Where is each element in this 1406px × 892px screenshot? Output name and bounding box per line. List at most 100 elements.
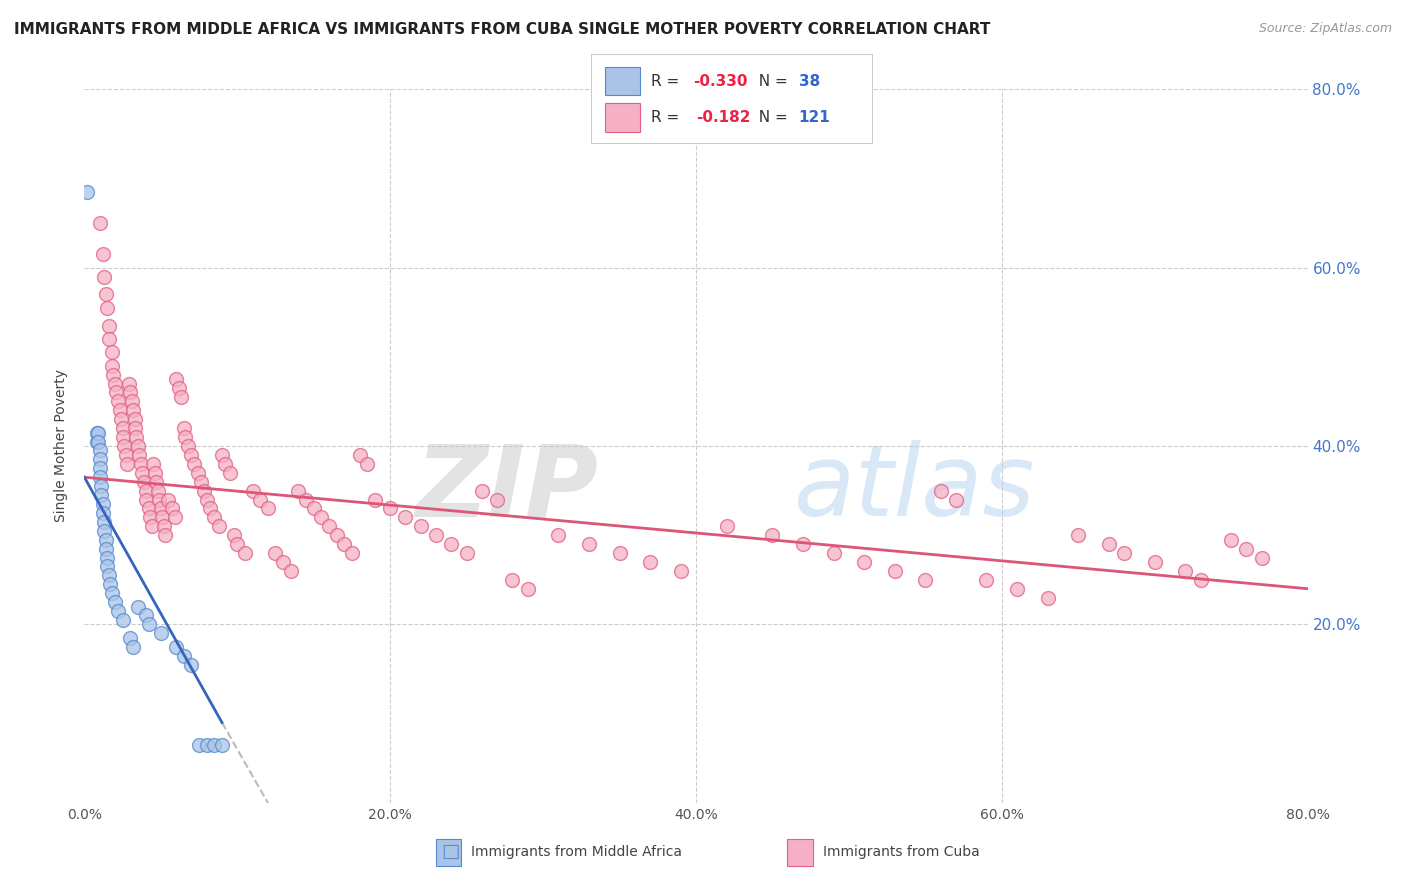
Point — [89, 443, 111, 458]
Point — [167, 381, 190, 395]
Point — [242, 483, 264, 498]
Text: atlas: atlas — [794, 441, 1035, 537]
Point — [188, 738, 211, 752]
Point — [214, 457, 236, 471]
Point — [224, 528, 246, 542]
Point — [101, 586, 124, 600]
Point — [135, 483, 157, 498]
Point — [91, 506, 114, 520]
Point — [115, 457, 138, 471]
Point — [150, 510, 173, 524]
Point — [202, 510, 225, 524]
Text: -0.182: -0.182 — [696, 111, 751, 125]
Point — [111, 613, 134, 627]
Point — [96, 550, 118, 565]
Point — [380, 501, 402, 516]
Point — [103, 368, 125, 382]
Point — [148, 492, 170, 507]
Point — [107, 604, 129, 618]
Point — [96, 559, 118, 574]
Point — [914, 573, 936, 587]
Point — [94, 287, 117, 301]
Point — [190, 475, 212, 489]
Point — [883, 564, 905, 578]
Point — [609, 546, 631, 560]
Point — [173, 421, 195, 435]
Point — [177, 439, 200, 453]
Point — [86, 425, 108, 440]
Point — [295, 492, 318, 507]
Point — [976, 573, 998, 587]
Point — [1098, 537, 1121, 551]
Point — [98, 577, 121, 591]
Point — [280, 564, 302, 578]
Point — [138, 617, 160, 632]
Point — [142, 457, 165, 471]
Point — [311, 510, 333, 524]
Point — [1236, 541, 1258, 556]
Point — [163, 510, 186, 524]
Point — [94, 533, 117, 547]
Point — [127, 439, 149, 453]
Point — [157, 492, 180, 507]
Point — [186, 466, 208, 480]
Point — [165, 372, 187, 386]
Point — [93, 515, 115, 529]
Point — [89, 452, 111, 467]
Point — [96, 301, 118, 315]
Point — [89, 216, 111, 230]
Text: N =: N = — [749, 111, 793, 125]
Point — [97, 318, 120, 333]
Point — [394, 510, 416, 524]
Point — [89, 470, 111, 484]
Point — [356, 457, 378, 471]
Point — [87, 425, 110, 440]
Point — [202, 738, 225, 752]
Point — [174, 430, 197, 444]
Point — [110, 412, 132, 426]
Point — [516, 582, 538, 596]
Point — [340, 546, 363, 560]
Point — [180, 657, 202, 672]
Point — [287, 483, 309, 498]
Point — [638, 555, 661, 569]
Point — [547, 528, 569, 542]
Point — [120, 385, 142, 400]
Point — [93, 269, 115, 284]
Point — [471, 483, 494, 498]
Point — [173, 648, 195, 663]
Point — [302, 501, 325, 516]
Point — [91, 497, 114, 511]
Point — [138, 501, 160, 516]
Point — [111, 430, 134, 444]
Point — [1114, 546, 1136, 560]
Text: ZIP: ZIP — [415, 441, 598, 537]
Point — [108, 403, 131, 417]
Text: R =: R = — [651, 111, 689, 125]
Point — [114, 448, 136, 462]
Point — [211, 738, 233, 752]
Point — [94, 541, 117, 556]
Point — [139, 510, 162, 524]
Point — [271, 555, 294, 569]
Point — [669, 564, 692, 578]
Point — [127, 599, 149, 614]
Point — [425, 528, 447, 542]
Point — [121, 394, 143, 409]
Point — [195, 492, 218, 507]
Point — [183, 457, 205, 471]
Text: -0.330: -0.330 — [693, 74, 748, 88]
Point — [170, 390, 193, 404]
Point — [122, 403, 145, 417]
Point — [349, 448, 371, 462]
Point — [440, 537, 463, 551]
Point — [1250, 550, 1272, 565]
Point — [97, 568, 120, 582]
Point — [107, 394, 129, 409]
Text: IMMIGRANTS FROM MIDDLE AFRICA VS IMMIGRANTS FROM CUBA SINGLE MOTHER POVERTY CORR: IMMIGRANTS FROM MIDDLE AFRICA VS IMMIGRA… — [14, 22, 990, 37]
Point — [409, 519, 432, 533]
Point — [318, 519, 340, 533]
Point — [129, 457, 152, 471]
Point — [104, 595, 127, 609]
Point — [112, 439, 135, 453]
